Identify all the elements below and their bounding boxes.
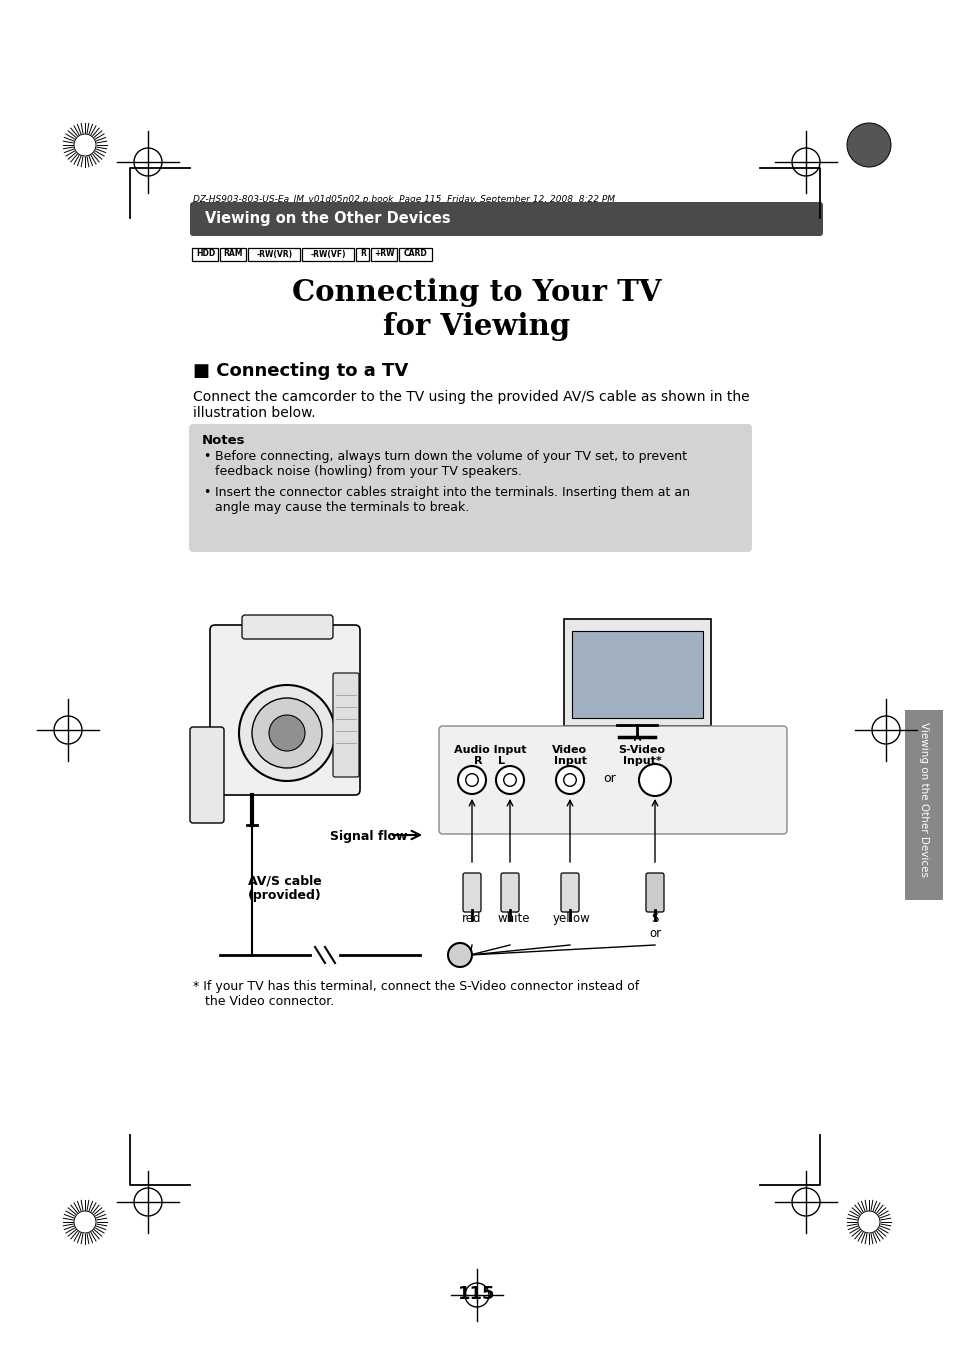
Circle shape: [503, 774, 516, 786]
FancyBboxPatch shape: [242, 616, 333, 639]
Text: +RW: +RW: [374, 250, 395, 258]
Text: •: •: [203, 486, 211, 500]
FancyBboxPatch shape: [371, 247, 397, 261]
Text: or: or: [648, 927, 660, 940]
Text: or: or: [603, 771, 616, 784]
FancyBboxPatch shape: [563, 620, 710, 726]
FancyBboxPatch shape: [248, 247, 300, 261]
Text: -RW(VR): -RW(VR): [256, 250, 293, 258]
Text: feedback noise (howling) from your TV speakers.: feedback noise (howling) from your TV sp…: [214, 464, 521, 478]
Circle shape: [465, 774, 477, 786]
Text: Connect the camcorder to the TV using the provided AV/S cable as shown in the: Connect the camcorder to the TV using th…: [193, 390, 749, 404]
Circle shape: [457, 765, 485, 794]
Text: Insert the connector cables straight into the terminals. Inserting them at an: Insert the connector cables straight int…: [214, 486, 689, 500]
Text: * If your TV has this terminal, connect the S-Video connector instead of: * If your TV has this terminal, connect …: [193, 980, 639, 994]
Text: angle may cause the terminals to break.: angle may cause the terminals to break.: [214, 501, 469, 514]
Circle shape: [563, 774, 576, 786]
Text: -RW(VF): -RW(VF): [311, 250, 346, 258]
Text: Viewing on the Other Devices: Viewing on the Other Devices: [918, 722, 928, 878]
Circle shape: [252, 698, 322, 768]
Text: (provided): (provided): [248, 890, 321, 902]
FancyBboxPatch shape: [189, 424, 751, 552]
Circle shape: [846, 123, 890, 167]
Text: 115: 115: [457, 1285, 496, 1303]
FancyBboxPatch shape: [190, 202, 822, 236]
FancyBboxPatch shape: [210, 625, 359, 795]
Text: S: S: [651, 913, 658, 925]
Text: HDD: HDD: [195, 250, 214, 258]
Text: Video: Video: [552, 745, 587, 755]
Circle shape: [556, 765, 583, 794]
Bar: [904, 710, 942, 900]
Text: Signal flow: Signal flow: [330, 830, 407, 842]
FancyBboxPatch shape: [438, 726, 786, 834]
Text: the Video connector.: the Video connector.: [193, 995, 334, 1008]
Text: yellow: yellow: [553, 913, 590, 925]
Text: Before connecting, always turn down the volume of your TV set, to prevent: Before connecting, always turn down the …: [214, 450, 686, 463]
Text: S-Video: S-Video: [618, 745, 665, 755]
Text: ■ Connecting to a TV: ■ Connecting to a TV: [193, 362, 408, 379]
Circle shape: [639, 764, 670, 796]
FancyBboxPatch shape: [220, 247, 246, 261]
FancyBboxPatch shape: [356, 247, 369, 261]
FancyBboxPatch shape: [572, 630, 702, 718]
FancyBboxPatch shape: [190, 728, 224, 824]
Text: white: white: [497, 913, 530, 925]
Text: R: R: [359, 250, 366, 258]
Text: RAM: RAM: [224, 250, 243, 258]
Text: •: •: [203, 450, 211, 463]
Text: Input: Input: [553, 756, 586, 765]
Text: DZ-HS903-803-US-Ea_IM_v01d05n02.p.book  Page 115  Friday, September 12, 2008  8:: DZ-HS903-803-US-Ea_IM_v01d05n02.p.book P…: [193, 194, 615, 204]
Text: Viewing on the Other Devices: Viewing on the Other Devices: [205, 212, 450, 227]
Text: Input*: Input*: [622, 756, 660, 765]
FancyBboxPatch shape: [560, 873, 578, 913]
FancyBboxPatch shape: [399, 247, 432, 261]
Text: Notes: Notes: [202, 433, 245, 447]
Circle shape: [496, 765, 523, 794]
Circle shape: [448, 944, 472, 967]
FancyBboxPatch shape: [333, 674, 358, 778]
FancyBboxPatch shape: [500, 873, 518, 913]
Text: Audio Input: Audio Input: [454, 745, 526, 755]
Text: Connecting to Your TV: Connecting to Your TV: [292, 278, 661, 306]
Text: AV/S cable: AV/S cable: [248, 875, 321, 888]
Text: CARD: CARD: [404, 250, 428, 258]
FancyBboxPatch shape: [462, 873, 480, 913]
Text: illustration below.: illustration below.: [193, 406, 315, 420]
FancyBboxPatch shape: [302, 247, 355, 261]
Circle shape: [269, 716, 305, 751]
Text: red: red: [462, 913, 481, 925]
FancyBboxPatch shape: [193, 247, 218, 261]
Text: R    L: R L: [474, 756, 505, 765]
Circle shape: [239, 684, 335, 782]
Text: for Viewing: for Viewing: [383, 312, 570, 342]
FancyBboxPatch shape: [645, 873, 663, 913]
